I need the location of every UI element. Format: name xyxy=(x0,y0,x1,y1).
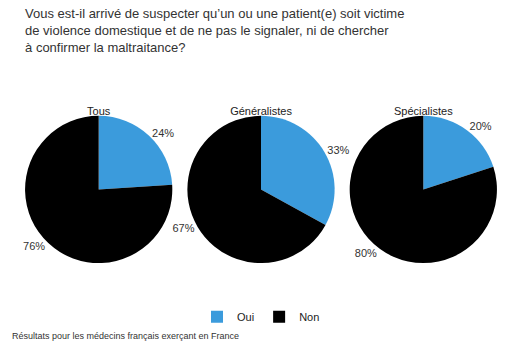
svg-text:67%: 67% xyxy=(172,222,194,234)
svg-text:20%: 20% xyxy=(470,120,492,132)
svg-text:80%: 80% xyxy=(355,247,377,259)
svg-text:Vous est-il arrivé de suspecte: Vous est-il arrivé de suspecter qu’un ou… xyxy=(25,6,404,55)
svg-text:24%: 24% xyxy=(152,127,174,139)
svg-text:Tous: Tous xyxy=(87,105,111,117)
svg-text:76%: 76% xyxy=(23,240,45,252)
svg-text:33%: 33% xyxy=(327,144,349,156)
svg-text:Résultats pour les médecins fr: Résultats pour les médecins français exe… xyxy=(12,331,239,341)
svg-text:Oui: Oui xyxy=(237,311,254,323)
svg-text:Non: Non xyxy=(299,311,319,323)
svg-text:Spécialistes: Spécialistes xyxy=(394,105,453,117)
svg-text:Généralistes: Généralistes xyxy=(230,105,292,117)
